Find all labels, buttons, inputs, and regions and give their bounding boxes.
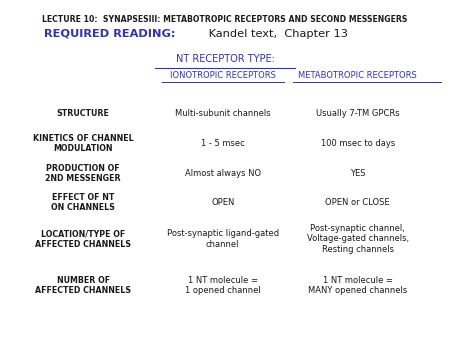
Text: 1 NT molecule =
1 opened channel: 1 NT molecule = 1 opened channel xyxy=(185,276,261,295)
Text: OPEN: OPEN xyxy=(211,198,234,207)
Text: OPEN or CLOSE: OPEN or CLOSE xyxy=(325,198,390,207)
Text: EFFECT OF NT
ON CHANNELS: EFFECT OF NT ON CHANNELS xyxy=(51,193,115,213)
Text: Multi-subunit channels: Multi-subunit channels xyxy=(175,109,270,118)
Text: YES: YES xyxy=(350,169,365,178)
Text: LOCATION/TYPE OF
AFFECTED CHANNELS: LOCATION/TYPE OF AFFECTED CHANNELS xyxy=(35,229,131,249)
Text: NUMBER OF
AFFECTED CHANNELS: NUMBER OF AFFECTED CHANNELS xyxy=(35,276,131,295)
Text: Post-synaptic ligand-gated
channel: Post-synaptic ligand-gated channel xyxy=(166,229,279,249)
Text: STRUCTURE: STRUCTURE xyxy=(57,109,110,118)
Text: LECTURE 10:  SYNAPSESIII: METABOTROPIC RECEPTORS AND SECOND MESSENGERS: LECTURE 10: SYNAPSESIII: METABOTROPIC RE… xyxy=(42,15,408,24)
Text: PRODUCTION OF
2ND MESSENGER: PRODUCTION OF 2ND MESSENGER xyxy=(45,164,121,183)
Text: 1 NT molecule =
MANY opened channels: 1 NT molecule = MANY opened channels xyxy=(308,276,407,295)
Text: REQUIRED READING:: REQUIRED READING: xyxy=(45,29,176,39)
Text: IONOTROPIC RECEPTORS: IONOTROPIC RECEPTORS xyxy=(170,71,276,80)
Text: Kandel text,  Chapter 13: Kandel text, Chapter 13 xyxy=(205,29,348,39)
Text: NT RECEPTOR TYPE:: NT RECEPTOR TYPE: xyxy=(176,54,274,64)
Text: 1 - 5 msec: 1 - 5 msec xyxy=(201,139,245,148)
Text: Usually 7-TM GPCRs: Usually 7-TM GPCRs xyxy=(316,109,400,118)
Text: METABOTROPIC RECEPTORS: METABOTROPIC RECEPTORS xyxy=(298,71,417,80)
Text: Almost always NO: Almost always NO xyxy=(184,169,261,178)
Text: 100 msec to days: 100 msec to days xyxy=(320,139,395,148)
Text: Post-synaptic channel,
Voltage-gated channels,
Resting channels: Post-synaptic channel, Voltage-gated cha… xyxy=(307,224,409,254)
Text: KINETICS OF CHANNEL
MODULATION: KINETICS OF CHANNEL MODULATION xyxy=(33,134,134,153)
